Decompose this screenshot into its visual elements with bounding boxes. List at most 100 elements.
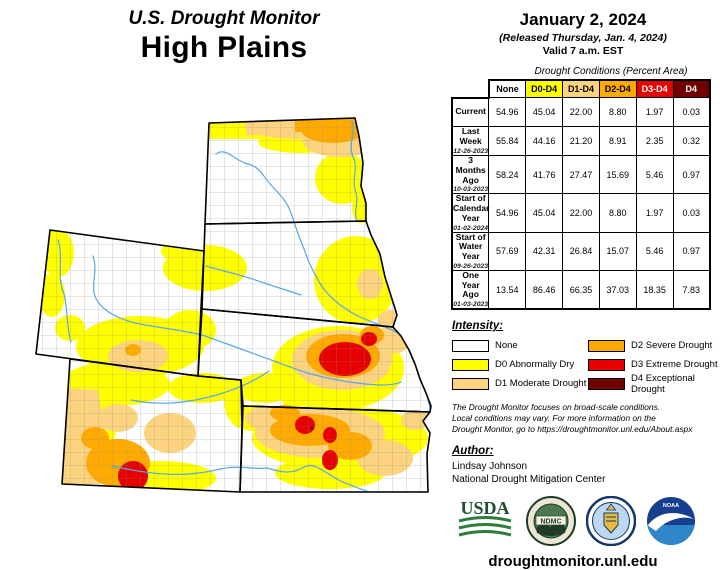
row-label: Start of Water Year 09-26-2023 xyxy=(451,231,490,271)
valid-time: Valid 7 a.m. EST xyxy=(542,45,624,57)
legend-label: None xyxy=(495,340,518,352)
table-cell: 8.91 xyxy=(598,126,637,156)
state-wyoming xyxy=(35,229,205,377)
table-corner-cell xyxy=(452,80,489,98)
legend-label: D4 Exceptional Drought xyxy=(631,372,695,395)
legend-item-d4: D4 Exceptional Drought xyxy=(588,372,718,395)
table-cell: 0.03 xyxy=(672,193,711,233)
row-label: Start of Calendar Year 01-02-2024 xyxy=(451,193,490,233)
disclaimer-line: Drought Monitor, go to https://droughtmo… xyxy=(452,424,693,435)
table-cell: 18.35 xyxy=(635,269,674,311)
state-kansas xyxy=(239,405,431,493)
legend-item-d2: D2 Severe Drought xyxy=(588,337,718,354)
table-row: Start of Calendar Year 01-02-2024 54.96 4… xyxy=(451,193,711,233)
table-cell: 57.69 xyxy=(488,231,527,271)
none-swatch xyxy=(452,339,489,352)
column-header-d3-d4: D3-D4 xyxy=(635,79,674,98)
table-cell: 5.46 xyxy=(635,154,674,195)
map-svg xyxy=(35,117,432,493)
date-block: January 2, 2024 (Released Thursday, Jan.… xyxy=(450,10,716,57)
table-cell: 2.35 xyxy=(635,126,674,156)
legend-item-d0: D0 Abnormally Dry xyxy=(452,356,588,373)
table-cell: 55.84 xyxy=(488,126,527,156)
d3-swatch xyxy=(588,358,625,371)
table-cell: 0.03 xyxy=(672,97,711,127)
noaa-logo-icon: NOAA xyxy=(647,496,695,545)
table-cell: 1.97 xyxy=(635,193,674,233)
table-row: Current 54.96 45.04 22.00 8.80 1.97 0.03 xyxy=(451,96,711,127)
d4-swatch xyxy=(588,377,625,390)
legend-item-d3: D3 Extreme Drought xyxy=(588,356,718,373)
row-label: Current xyxy=(451,96,490,127)
disclaimer-line: Local conditions may vary. For more info… xyxy=(452,413,656,424)
table-cell: 13.54 xyxy=(488,269,527,311)
table-cell: 26.84 xyxy=(562,231,600,271)
drought-monitor-report: { "page": { "map_title_line1": "U.S. Dro… xyxy=(0,8,718,570)
legend-label: D2 Severe Drought xyxy=(631,340,713,352)
legend-label: D1 Moderate Drought xyxy=(495,378,587,390)
table-header-row: None D0-D4 D1-D4 D2-D4 D3-D4 D4 xyxy=(452,79,711,98)
table-caption: Drought Conditions (Percent Area) xyxy=(534,66,688,77)
table-cell: 54.96 xyxy=(488,193,527,233)
table-cell: 8.80 xyxy=(598,97,637,127)
legend-item-d1: D1 Moderate Drought xyxy=(452,375,588,392)
state-borders xyxy=(35,117,432,493)
table-cell: 15.07 xyxy=(598,231,637,271)
doc-seal-icon xyxy=(586,495,636,546)
table-cell: 45.04 xyxy=(525,97,564,127)
svg-text:USDA: USDA xyxy=(460,498,509,518)
d1-swatch xyxy=(452,377,489,390)
svg-text:NDMC: NDMC xyxy=(541,518,562,525)
author-org: National Drought Mitigation Center xyxy=(452,474,606,486)
table-cell: 7.83 xyxy=(672,269,711,311)
table-row: One Year Ago 01-03-2023 13.54 86.46 66.35… xyxy=(451,269,711,311)
map-date: January 2, 2024 xyxy=(519,10,647,29)
legend-label: D3 Extreme Drought xyxy=(631,359,718,371)
legend-label: D0 Abnormally Dry xyxy=(495,359,575,371)
legend-item-none: None xyxy=(452,337,588,354)
disclaimer: The Drought Monitor focuses on broad-sca… xyxy=(452,402,716,435)
drought-map xyxy=(0,88,446,550)
table-row: Start of Water Year 09-26-2023 57.69 42.3… xyxy=(451,231,711,271)
release-date: (Released Thursday, Jan. 4, 2024) xyxy=(499,32,667,44)
row-label: Last Week 12-26-2023 xyxy=(451,126,490,156)
author-name: Lindsay Johnson xyxy=(452,460,528,472)
table-cell: 41.76 xyxy=(525,154,564,195)
info-panel: January 2, 2024 (Released Thursday, Jan.… xyxy=(450,10,718,570)
column-header-d0-d4: D0-D4 xyxy=(525,79,564,98)
table-cell: 21.20 xyxy=(562,126,600,156)
table-cell: 37.03 xyxy=(598,269,637,311)
ndmc-logo-icon: NDMC xyxy=(526,495,576,546)
usda-logo-icon: USDA xyxy=(458,498,512,537)
region-title: High Plains xyxy=(140,31,308,64)
table-cell: 0.32 xyxy=(672,126,711,156)
svg-text:NOAA: NOAA xyxy=(663,503,679,509)
column-header-d1-d4: D1-D4 xyxy=(562,79,600,98)
disclaimer-line: The Drought Monitor focuses on broad-sca… xyxy=(452,402,661,413)
map-title: U.S. Drought Monitor High Plains xyxy=(58,8,390,65)
row-label: One Year Ago 01-03-2023 xyxy=(451,269,490,311)
table-cell: 58.24 xyxy=(488,154,527,195)
table-cell: 22.00 xyxy=(562,193,600,233)
d0-swatch xyxy=(452,358,489,371)
report-title: U.S. Drought Monitor xyxy=(128,8,320,29)
table-row: Last Week 12-26-2023 55.84 44.16 21.20 8.… xyxy=(451,126,711,156)
table-cell: 0.97 xyxy=(672,231,711,271)
table-cell: 86.46 xyxy=(525,269,564,311)
intensity-heading: Intensity: xyxy=(452,320,504,333)
intensity-legend: None D0 Abnormally Dry D1 Moderate Droug… xyxy=(452,337,718,395)
author-heading: Author: xyxy=(452,444,494,457)
table-cell: 5.46 xyxy=(635,231,674,271)
drought-conditions-table: None D0-D4 D1-D4 D2-D4 D3-D4 D4 Current … xyxy=(451,79,711,311)
column-header-d4: D4 xyxy=(672,79,711,98)
table-cell: 42.31 xyxy=(525,231,564,271)
table-row: 3 Months Ago 10-03-2023 58.24 41.76 27.47… xyxy=(451,154,711,195)
table-cell: 22.00 xyxy=(562,97,600,127)
table-cell: 44.16 xyxy=(525,126,564,156)
table-cell: 15.69 xyxy=(598,154,637,195)
table-cell: 1.97 xyxy=(635,97,674,127)
logo-row: USDA NDMC NOAA xyxy=(454,495,716,546)
row-label: 3 Months Ago 10-03-2023 xyxy=(451,154,490,195)
table-cell: 66.35 xyxy=(562,269,600,311)
column-header-none: None xyxy=(487,79,527,98)
